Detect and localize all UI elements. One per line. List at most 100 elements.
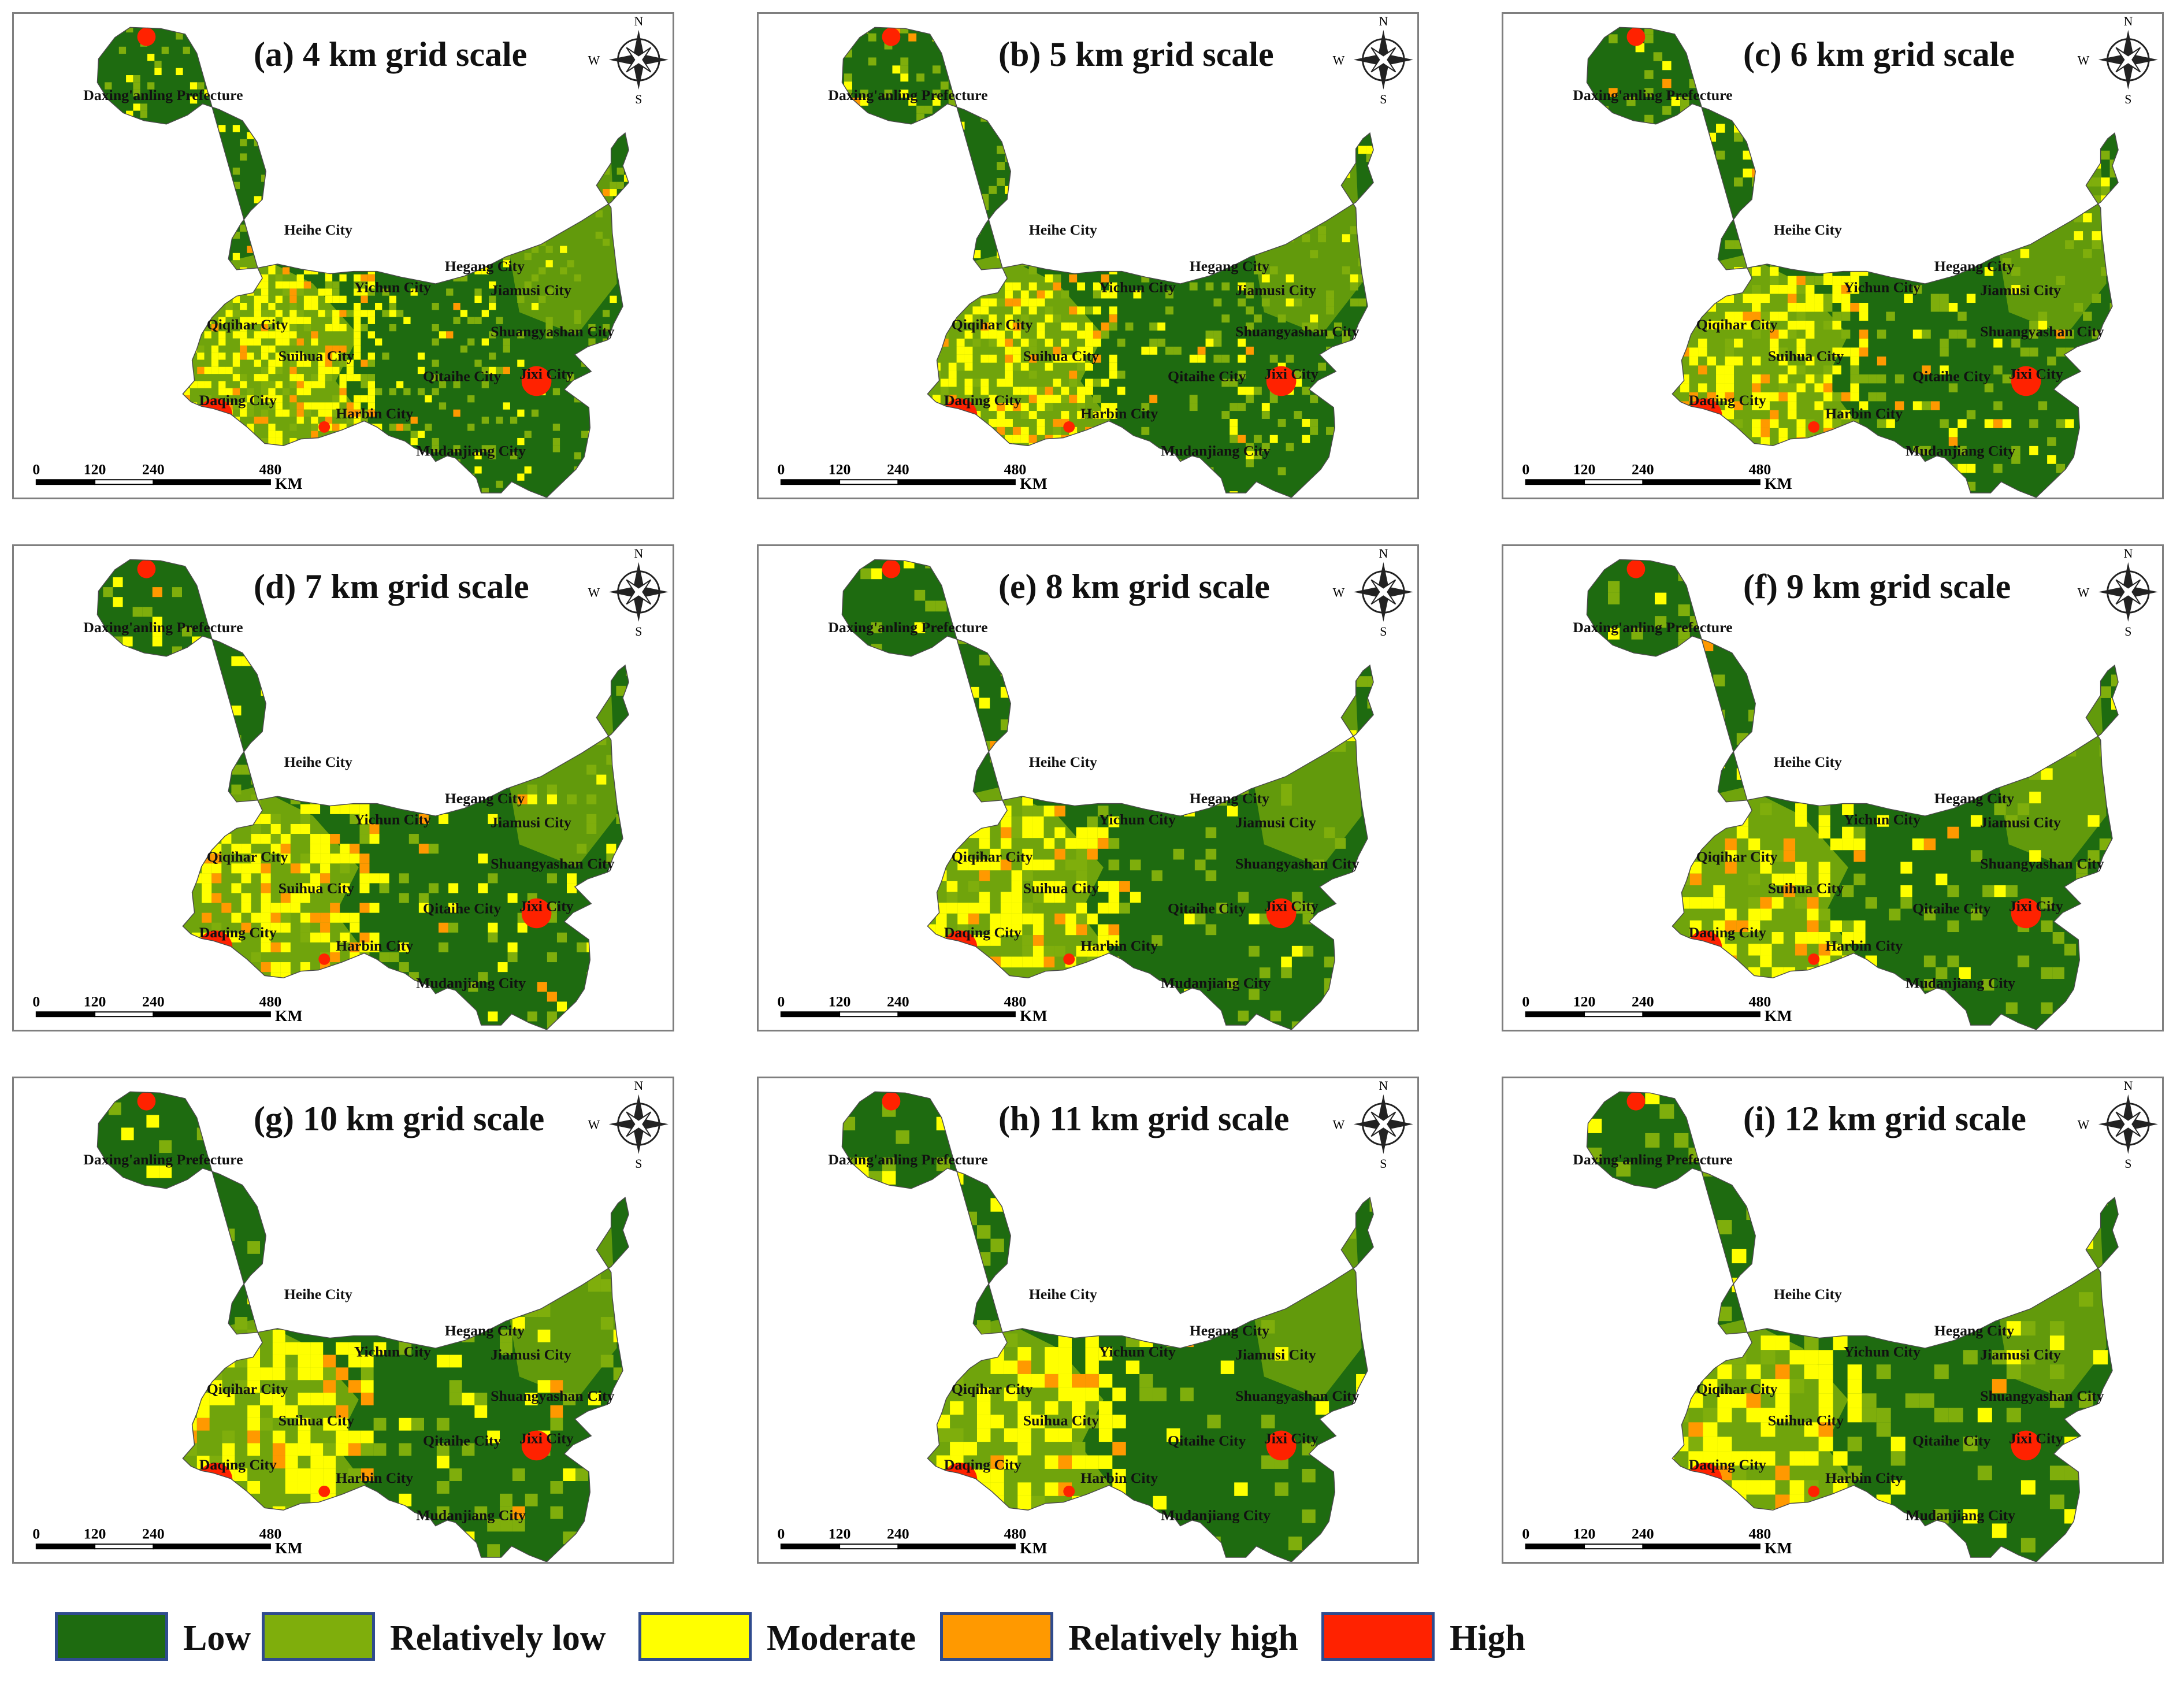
scale-tick-label: 120 [84, 1525, 106, 1542]
compass-rose-icon: NSEW [2078, 14, 2158, 106]
scale-tick-label: 240 [142, 1525, 165, 1542]
city-label: Jixi City [1264, 897, 1318, 914]
city-label: Daqing City [199, 392, 277, 409]
legend-swatch-high [1321, 1612, 1435, 1661]
city-label: Harbin City [1825, 937, 1903, 954]
map-svg: Daxing'anling Prefecture Heihe City Hegang… [32, 547, 668, 1030]
compass-w-label: W [1333, 1118, 1345, 1131]
city-label: Shuangyashan City [1980, 855, 2104, 872]
city-label: Yichun City [354, 279, 431, 296]
city-label: Daqing City [1689, 392, 1766, 409]
province-boundary [1586, 27, 2119, 498]
city-label: Mudanjiang City [1906, 1507, 2015, 1524]
legend-label-high: High [1450, 1619, 1525, 1658]
city-label: Shuangyashan City [1235, 855, 1359, 872]
map-svg: Daxing'anling Prefecture Heihe City Hegang… [777, 14, 1413, 498]
city-label: Daqing City [1689, 1456, 1766, 1473]
legend-swatch-low [55, 1612, 168, 1661]
city-label: Jixi City [519, 365, 574, 382]
city-label: Suihua City [278, 1412, 354, 1429]
legend-label-relatively-low: Relatively low [390, 1619, 606, 1658]
map-svg: Daxing'anling Prefecture Heihe City Hegang… [777, 1079, 1413, 1562]
scale-unit-label: KM [275, 475, 303, 493]
city-label: Mudanjiang City [1906, 975, 2015, 992]
city-label: Qitaihe City [1912, 1432, 1991, 1449]
city-label: Yichun City [1844, 279, 1921, 296]
compass-s-label: S [1380, 625, 1387, 639]
city-label: Mudanjiang City [416, 1507, 526, 1524]
scale-unit-label: KM [1765, 475, 1792, 493]
city-label: Heihe City [1774, 754, 1842, 770]
city-label: Harbin City [1080, 1470, 1158, 1486]
compass-s-label: S [635, 625, 642, 639]
compass-rose-icon: NSEW [1333, 14, 1413, 106]
city-label: Suihua City [1768, 880, 1844, 897]
city-label: Daqing City [944, 392, 1022, 409]
compass-w-label: W [1333, 53, 1345, 67]
scale-unit-label: KM [1020, 1007, 1048, 1025]
city-label: Daxing'anling Prefecture [1573, 87, 1732, 103]
compass-n-label: N [1379, 14, 1388, 28]
map-svg: Daxing'anling Prefecture Heihe City Hegang… [777, 547, 1413, 1030]
scale-tick-label: 240 [142, 461, 165, 477]
city-label: Daxing'anling Prefecture [828, 87, 987, 103]
compass-w-label: W [2078, 1118, 2090, 1131]
panel-title: (f) 9 km grid scale [1743, 567, 2011, 606]
panel-title: (c) 6 km grid scale [1743, 35, 2015, 73]
city-label: Qiqihar City [1696, 316, 1778, 333]
city-label: Jixi City [1264, 1430, 1318, 1446]
city-label: Yichun City [1099, 279, 1176, 296]
scale-tick-label: 480 [1004, 993, 1027, 1010]
city-label: Harbin City [1825, 1470, 1903, 1486]
city-label: Heihe City [1029, 221, 1097, 238]
map-panel-c: Daxing'anling Prefecture Heihe City Hegang… [1502, 12, 2164, 499]
city-label: Shuangyashan City [491, 323, 614, 340]
compass-rose-icon: NSEW [588, 14, 668, 106]
panel-title: (a) 4 km grid scale [254, 35, 528, 73]
scale-tick-label: 120 [1573, 461, 1596, 477]
compass-n-label: N [1379, 1079, 1388, 1093]
city-label: Jixi City [519, 1430, 574, 1446]
city-label: Yichun City [1099, 1344, 1176, 1360]
city-label: Daxing'anling Prefecture [83, 87, 243, 103]
panel-title: (i) 12 km grid scale [1743, 1100, 2026, 1138]
compass-n-label: N [634, 1079, 643, 1093]
province-boundary [1586, 1091, 2119, 1562]
compass-rose-icon: NSEW [588, 1079, 668, 1171]
compass-n-label: N [2123, 547, 2133, 561]
city-label: Hegang City [1934, 258, 2014, 274]
city-label: Yichun City [354, 811, 431, 828]
city-label: Yichun City [354, 1344, 431, 1360]
city-label: Yichun City [1844, 811, 1921, 828]
city-label: Qitaihe City [1168, 1432, 1246, 1449]
city-label: Jixi City [2009, 897, 2063, 914]
panel-title: (g) 10 km grid scale [254, 1100, 545, 1138]
scale-tick-label: 480 [1004, 1525, 1027, 1542]
map-panel-a: Daxing'anling Prefecture Heihe City Hegang… [12, 12, 674, 499]
city-label: Qitaihe City [1168, 900, 1246, 916]
city-label: Hegang City [1934, 1322, 2014, 1339]
city-label: Heihe City [1029, 754, 1097, 770]
panel-title: (d) 7 km grid scale [254, 567, 529, 606]
legend-swatch-moderate [638, 1612, 752, 1661]
scale-tick-label: 240 [887, 461, 909, 477]
city-label: Qiqihar City [952, 848, 1033, 865]
compass-rose-icon: NSEW [1333, 547, 1413, 639]
city-label: Shuangyashan City [1980, 323, 2104, 340]
city-label: Harbin City [336, 405, 413, 422]
scale-tick-label: 0 [1522, 461, 1529, 477]
scale-tick-label: 480 [259, 1525, 282, 1542]
city-label: Daqing City [199, 924, 277, 941]
city-label: Harbin City [1825, 405, 1903, 422]
compass-rose-icon: NSEW [1333, 1079, 1413, 1171]
city-label: Qiqihar City [207, 1381, 288, 1397]
city-label: Hegang City [1190, 1322, 1269, 1339]
map-panel-d: Daxing'anling Prefecture Heihe City Hegang… [12, 544, 674, 1031]
city-label: Jixi City [519, 897, 574, 914]
city-label: Daxing'anling Prefecture [1573, 1151, 1732, 1168]
city-label: Jiamusi City [1980, 814, 2061, 831]
